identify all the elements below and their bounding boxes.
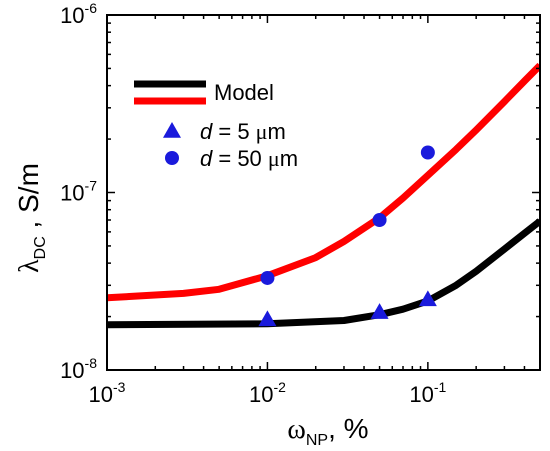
y-tick-base: 10 — [60, 3, 84, 28]
x-axis-title: ωNP, % — [287, 413, 368, 449]
data-point-circle — [260, 270, 275, 285]
data-point-triangle — [258, 310, 277, 327]
x-tick-label: 10-2 — [249, 379, 286, 407]
y-tick-label: 10-8 — [60, 355, 97, 383]
legend-label-triangle: d = 5 μm — [200, 119, 286, 144]
legend-eq: = 50 — [212, 146, 268, 171]
x-tick-exp: -2 — [273, 379, 286, 395]
legend-circle-marker — [165, 151, 179, 165]
legend-unit: m — [280, 146, 298, 171]
x-tick-exp: -3 — [113, 379, 126, 395]
y-axis-title: λDC , S/m — [13, 163, 49, 273]
plot-frame — [106, 14, 541, 371]
data-point-triangle — [370, 303, 389, 319]
legend-var: d — [200, 119, 213, 144]
legend-triangle-marker — [163, 122, 181, 138]
y-tick-exp: -7 — [85, 178, 98, 194]
legend-eq: = 5 — [212, 119, 255, 144]
x-tick-base: 10 — [249, 382, 273, 407]
y-tick-exp: -6 — [85, 0, 98, 16]
legend-unit: m — [267, 119, 285, 144]
x-tick-base: 10 — [89, 382, 113, 407]
legend-mu: μ — [268, 146, 280, 171]
data-point-circle — [420, 145, 435, 160]
y-tick-label: 10-7 — [60, 178, 97, 206]
legend-var: d — [200, 146, 213, 171]
legend-label-model: Model — [214, 80, 274, 105]
y-tick-base: 10 — [60, 358, 84, 383]
legend-label-circle: d = 50 μm — [200, 146, 298, 171]
x-tick-label: 10-3 — [89, 379, 126, 407]
data-point-circle — [372, 212, 387, 227]
legend-mu: μ — [256, 119, 268, 144]
x-tick-base: 10 — [409, 382, 433, 407]
model-curve-1 — [107, 62, 540, 302]
x-tick-exp: -1 — [434, 379, 447, 395]
x-tick-label: 10-1 — [409, 379, 446, 407]
y-tick-base: 10 — [60, 181, 84, 206]
axis-ticks: 10-3 10-2 10-110-810-710-6 — [60, 0, 541, 407]
model-curve-0 — [107, 218, 540, 329]
y-tick-label: 10-6 — [60, 0, 97, 28]
y-tick-exp: -8 — [85, 355, 98, 371]
data-point-triangle — [418, 290, 437, 307]
series-layer — [107, 62, 540, 329]
plot-border — [106, 14, 541, 371]
